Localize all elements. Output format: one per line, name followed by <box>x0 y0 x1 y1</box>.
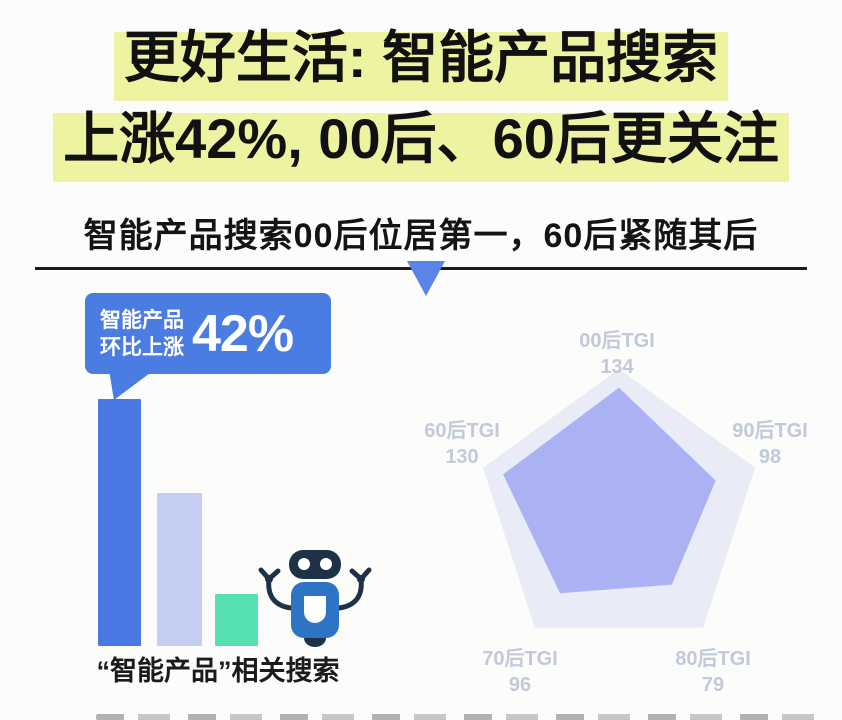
callout-value: 42% <box>192 304 294 363</box>
bar-chart-caption: “智能产品”相关搜索 <box>96 656 340 686</box>
callout-line-2: 环比上涨 <box>100 335 184 359</box>
bar-smart-products <box>98 399 141 646</box>
radar-label-90hou-value: 98 <box>758 446 782 468</box>
radar-label-60hou-name: 60后TGI <box>424 420 500 442</box>
bar-second <box>157 493 202 646</box>
radar-label-90hou-name: 90后TGI <box>732 420 808 442</box>
radar-label-90hou: 90后TGI 98 <box>705 418 835 470</box>
radar-label-70hou: 70后TGI 96 <box>455 646 585 698</box>
title-line-2: 上涨42%, 00后、60后更关注 <box>0 101 842 182</box>
callout-bubble: 智能产品 环比上涨 42% <box>85 293 331 374</box>
callout-tail <box>109 373 150 400</box>
radar-label-80hou-value: 79 <box>701 674 725 696</box>
radar-label-00hou-value: 134 <box>600 356 634 378</box>
radar-label-70hou-value: 96 <box>508 674 532 696</box>
robot-mascot-icon <box>258 550 372 647</box>
radar-label-80hou: 80后TGI 79 <box>648 646 778 698</box>
title-line-1: 更好生活: 智能产品搜索 <box>0 20 842 101</box>
title-block: 更好生活: 智能产品搜索 上涨42%, 00后、60后更关注 <box>0 20 842 182</box>
radar-label-00hou: 00后TGI 134 <box>552 328 682 380</box>
radar-chart <box>483 369 755 628</box>
radar-label-00hou-name: 00后TGI <box>579 330 655 352</box>
radar-label-70hou-name: 70后TGI <box>482 648 558 670</box>
title-line-2-highlight: 上涨42%, 00后、60后更关注 <box>53 101 789 182</box>
callout-line-1: 智能产品 <box>100 308 184 332</box>
cutoff-text-strip <box>96 714 816 720</box>
bar-third <box>215 594 258 646</box>
radar-label-80hou-name: 80后TGI <box>675 648 751 670</box>
title-line-1-highlight: 更好生活: 智能产品搜索 <box>113 20 729 101</box>
radar-label-60hou-value: 130 <box>445 446 479 468</box>
down-triangle-icon <box>407 261 445 296</box>
callout-text: 智能产品 环比上涨 <box>85 307 184 361</box>
radar-label-60hou: 60后TGI 130 <box>397 418 527 470</box>
